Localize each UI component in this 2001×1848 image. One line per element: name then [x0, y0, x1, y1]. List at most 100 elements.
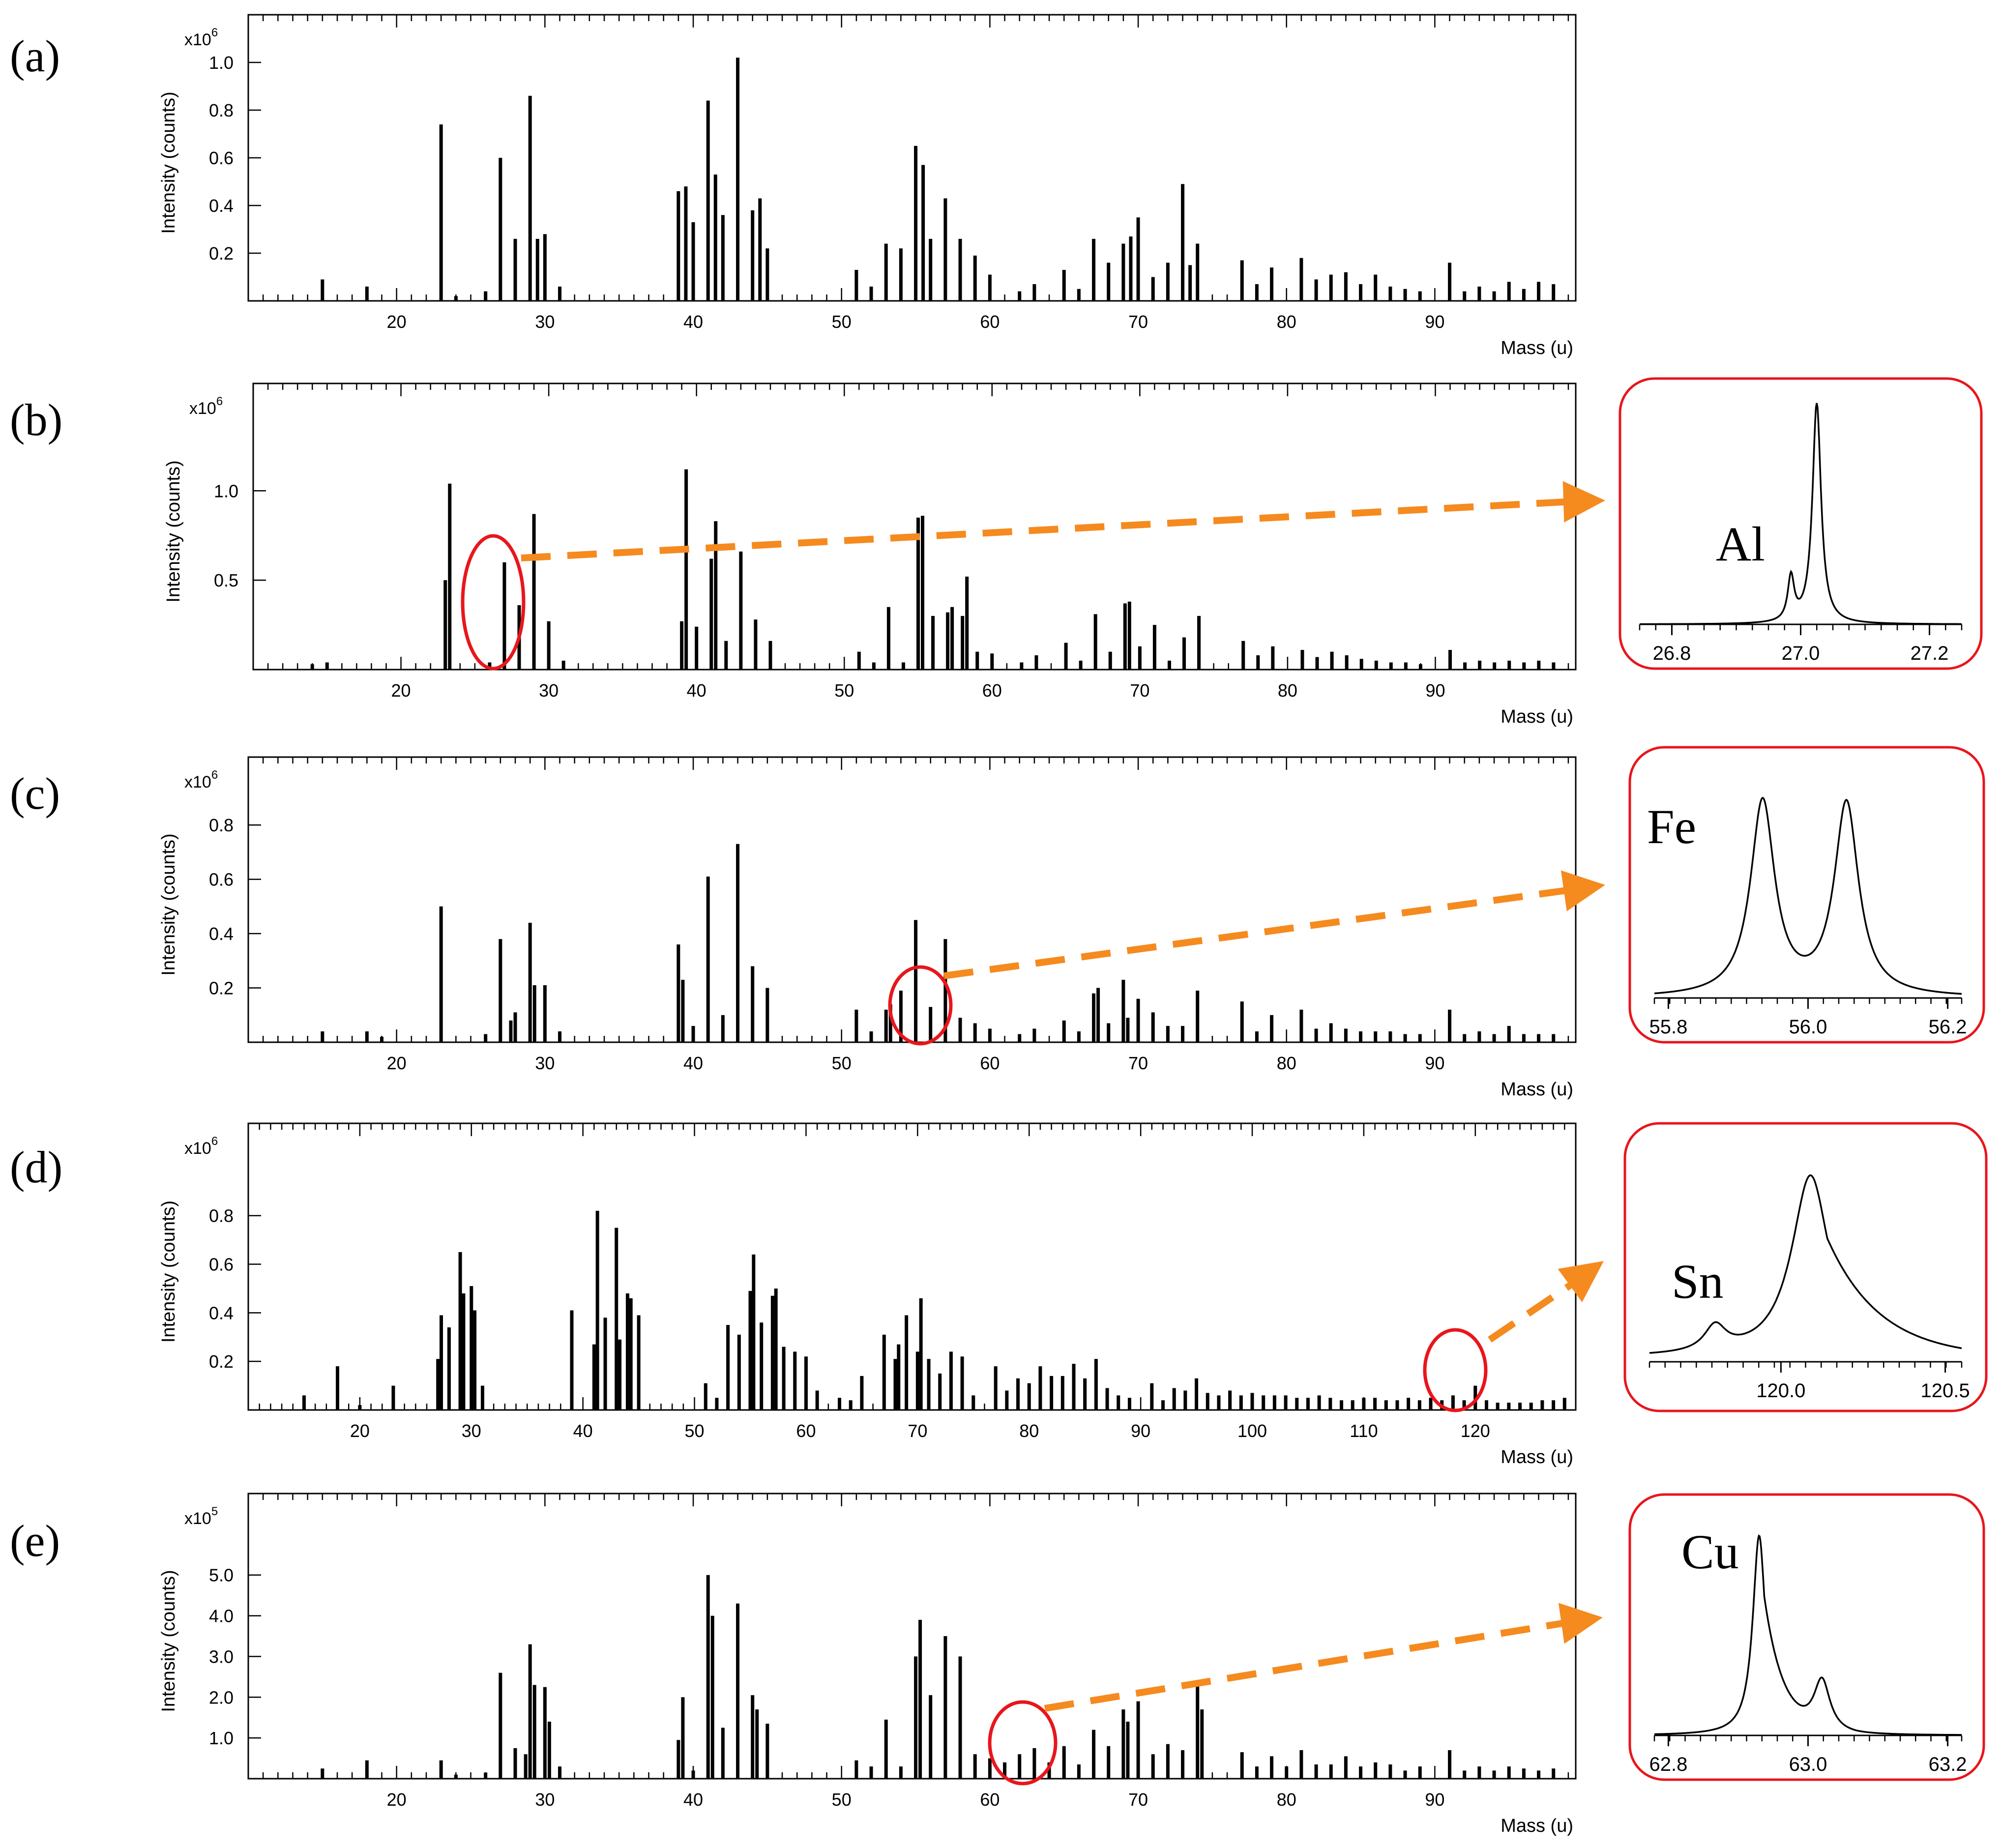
- y-axis-label: Intensity (counts): [158, 833, 179, 975]
- plot-frame: [252, 382, 1577, 671]
- y-axis-label: Intensity (counts): [158, 1570, 179, 1712]
- element-label: Cu: [1681, 1525, 1739, 1579]
- highlight-circle: [1423, 1328, 1488, 1412]
- arrowhead-icon: [1562, 481, 1605, 523]
- dashed-arrow-line: [1488, 1280, 1575, 1343]
- x-tick-label: 20: [387, 1789, 407, 1810]
- inset-border: [1628, 746, 1985, 1044]
- x-tick-label: 20: [391, 680, 411, 701]
- panel-letter: (c): [10, 768, 60, 819]
- arrowhead-icon: [1560, 870, 1605, 911]
- x-tick-label: 100: [1237, 1421, 1267, 1441]
- zoom-callout: [1423, 1261, 1604, 1412]
- y-tick-label: 2.0: [209, 1687, 234, 1707]
- x-tick-label: 30: [535, 1053, 555, 1073]
- y-tick-label: 0.2: [209, 243, 234, 264]
- y-tick-label: 0.4: [209, 196, 234, 216]
- x-tick-label: 50: [832, 1789, 852, 1810]
- x-tick-label: 80: [1019, 1421, 1039, 1441]
- x-axis-label: Mass (u): [1501, 1816, 1573, 1836]
- inset-tick-label: 62.8: [1649, 1754, 1687, 1775]
- inset-tick-label: 27.0: [1782, 643, 1820, 664]
- x-tick-label: 90: [1425, 680, 1445, 701]
- element-label: Fe: [1647, 799, 1696, 854]
- y-tick-label: 0.4: [209, 924, 234, 944]
- x-tick-label: 90: [1131, 1421, 1150, 1441]
- inset-tick-label: 56.0: [1789, 1016, 1827, 1038]
- x-tick-label: 70: [1128, 1053, 1148, 1073]
- dashed-arrow-line: [943, 886, 1571, 979]
- inset-border: [1628, 1493, 1985, 1781]
- plot-frame: [247, 14, 1577, 302]
- x-tick-label: 50: [685, 1421, 705, 1441]
- panel-e: (e) 20 30 40 50 60 70 80 90 1.0 2.0 3.0 4.0 5.0 Intens…: [10, 1493, 1577, 1836]
- y-tick-label: 0.6: [209, 148, 234, 168]
- inset-tick-label: 120.0: [1756, 1380, 1805, 1402]
- x-tick-label: 70: [1128, 312, 1148, 332]
- y-axis-label: Intensity (counts): [163, 460, 184, 602]
- highlight-circle: [461, 534, 526, 671]
- x-tick-label: 80: [1277, 312, 1296, 332]
- dashed-arrow-line: [1044, 1619, 1569, 1712]
- inset-spectrum-line: [1654, 1534, 1962, 1736]
- inset-spectrum-line: [1640, 403, 1962, 625]
- plot-frame: [247, 756, 1577, 1043]
- inset-tick-label: 27.2: [1911, 643, 1949, 664]
- x-tick-label: 20: [350, 1421, 370, 1441]
- x-tick-label: 50: [832, 1053, 852, 1073]
- y-tick-label: 0.2: [209, 978, 234, 998]
- y-tick-label: 0.2: [209, 1351, 234, 1372]
- panel-d: (d) 20 30 40 50 60 70 80 90 100 110 120 0.2 0.4 0.6 0.8…: [10, 1122, 1577, 1467]
- inset-al: 26.8 27.0 27.2 Al: [1618, 377, 1983, 670]
- y-tick-label: 0.8: [209, 1206, 234, 1226]
- y-tick-label: 3.0: [209, 1646, 234, 1667]
- inset-tick-label: 56.2: [1929, 1016, 1967, 1038]
- y-tick-label: 0.4: [209, 1303, 234, 1323]
- y-axis-label: Intensity (counts): [158, 91, 179, 234]
- x-tick-label: 60: [982, 680, 1002, 701]
- x-tick-label: 80: [1278, 680, 1297, 701]
- panel-a: (a) 20 30 40 50 60 70 80 90 0.2 0.4 0.6 0.8 1.0 Intens…: [10, 14, 1577, 358]
- x-tick-label: 110: [1350, 1421, 1378, 1441]
- x-tick-label: 60: [980, 312, 1000, 332]
- y-tick-label: 0.6: [209, 870, 234, 890]
- y-tick-label: 0.6: [209, 1255, 234, 1275]
- y-exponent: x106: [189, 395, 223, 418]
- y-exponent: x106: [184, 768, 218, 792]
- y-tick-label: 0.8: [209, 815, 234, 835]
- x-tick-label: 40: [683, 312, 703, 332]
- zoom-callout: [888, 870, 1605, 1046]
- x-tick-label: 40: [573, 1421, 593, 1441]
- x-tick-label: 40: [687, 680, 706, 701]
- inset-tick-label: 120.5: [1921, 1380, 1970, 1402]
- panel-letter: (b): [10, 395, 62, 445]
- inset-spectrum-line: [1654, 796, 1962, 995]
- y-tick-label: 5.0: [209, 1565, 234, 1585]
- x-tick-label: 30: [539, 680, 559, 701]
- y-tick-label: 4.0: [209, 1606, 234, 1626]
- highlight-circle: [988, 1700, 1058, 1786]
- inset-fe: 55.8 56.0 56.2 Fe: [1628, 746, 1985, 1044]
- x-axis-label: Mass (u): [1501, 1079, 1573, 1100]
- x-tick-label: 40: [683, 1053, 703, 1073]
- inset-tick-label: 63.0: [1789, 1754, 1827, 1775]
- x-tick-label: 40: [683, 1789, 703, 1810]
- y-tick-label: 1.0: [214, 481, 238, 501]
- x-axis-label: Mass (u): [1501, 1447, 1573, 1467]
- y-tick-label: 0.5: [214, 570, 238, 590]
- x-tick-label: 70: [1128, 1789, 1148, 1810]
- x-tick-label: 30: [462, 1421, 481, 1441]
- panel-b: (b) 20 30 40 50 60 70 80 90 0.5 1.0 Intensity (coun…: [10, 382, 1577, 727]
- panel-letter: (a): [10, 31, 60, 81]
- y-axis-label: Intensity (counts): [158, 1201, 179, 1343]
- panel-letter: (d): [10, 1142, 62, 1192]
- y-tick-label: 1.0: [209, 53, 234, 73]
- x-tick-label: 60: [796, 1421, 816, 1441]
- y-exponent: x105: [184, 1505, 218, 1528]
- inset-border: [1618, 377, 1983, 670]
- panel-c: (c) 20 30 40 50 60 70 80 90 0.2 0.4 0.6 0.8 Intensity…: [10, 756, 1577, 1100]
- plot-frame: [247, 1493, 1577, 1780]
- x-tick-label: 120: [1461, 1421, 1490, 1441]
- y-exponent: x106: [184, 26, 218, 49]
